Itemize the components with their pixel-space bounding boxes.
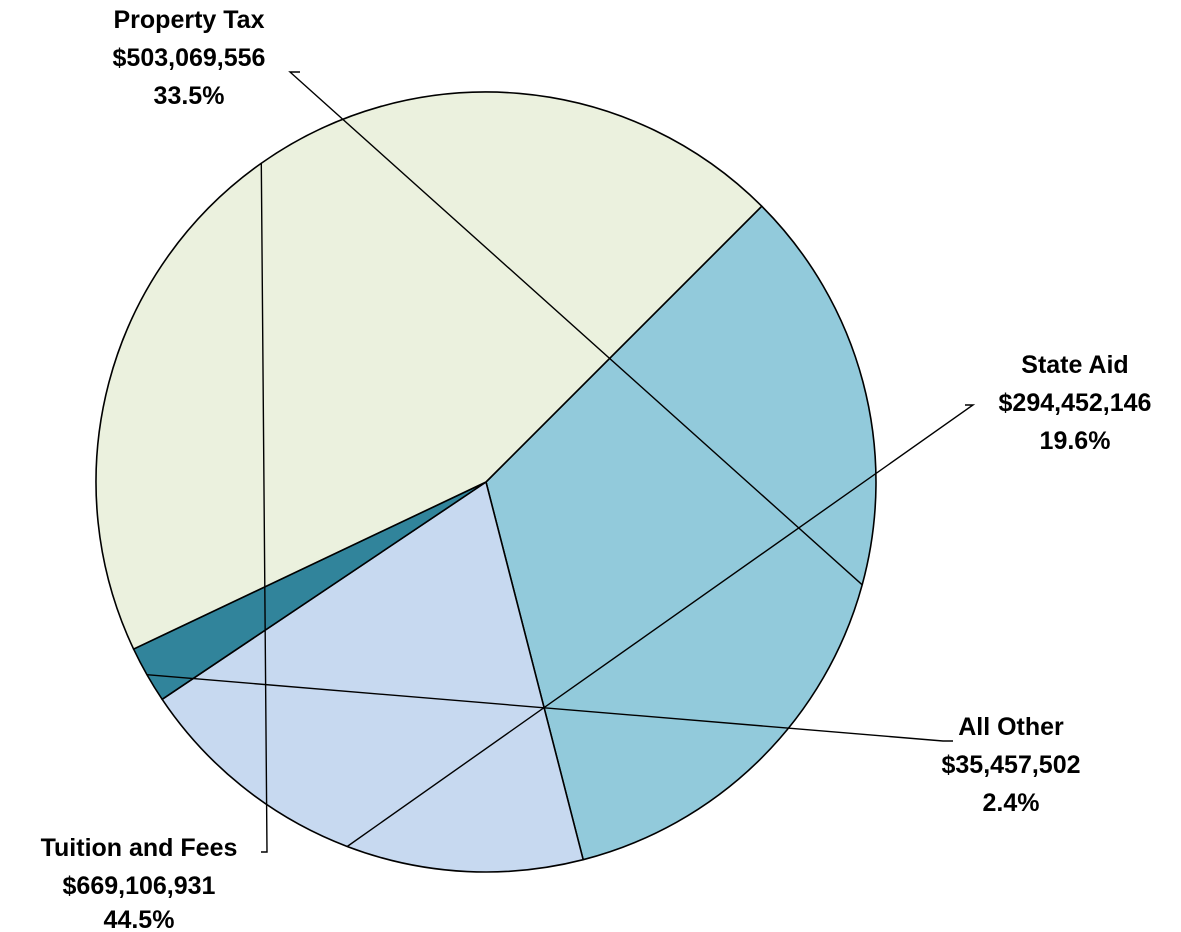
label-tuition-and-fees: Tuition and Fees $669,106,931 44.5% (41, 834, 238, 932)
label-property-tax-value: $503,069,556 (113, 44, 266, 72)
label-property-tax-category: Property Tax (114, 6, 265, 34)
slice-property-tax (485, 205, 877, 861)
label-all-other-category: All Other (958, 713, 1064, 741)
label-property-tax: Property Tax $503,069,556 33.5% (113, 6, 266, 110)
leader-line-all-other (146, 674, 953, 742)
label-property-tax-percent: 33.5% (154, 82, 225, 110)
label-state-aid: State Aid $294,452,146 19.6% (999, 351, 1152, 455)
label-tuition-and-fees-percent: 44.5% (104, 906, 175, 932)
leader-line-tuition-and-fees (260, 163, 268, 853)
label-state-aid-percent: 19.6% (1040, 427, 1111, 455)
leader-lines (146, 71, 976, 853)
label-tuition-and-fees-category: Tuition and Fees (41, 834, 238, 862)
pie-slices (95, 91, 877, 873)
label-all-other: All Other $35,457,502 2.4% (941, 713, 1080, 817)
label-tuition-and-fees-value: $669,106,931 (63, 872, 216, 900)
label-state-aid-category: State Aid (1021, 351, 1128, 379)
leader-line-property-tax (288, 71, 863, 586)
label-state-aid-value: $294,452,146 (999, 389, 1152, 417)
leader-line-state-aid (346, 404, 976, 848)
label-all-other-percent: 2.4% (983, 789, 1040, 817)
label-all-other-value: $35,457,502 (941, 751, 1080, 779)
